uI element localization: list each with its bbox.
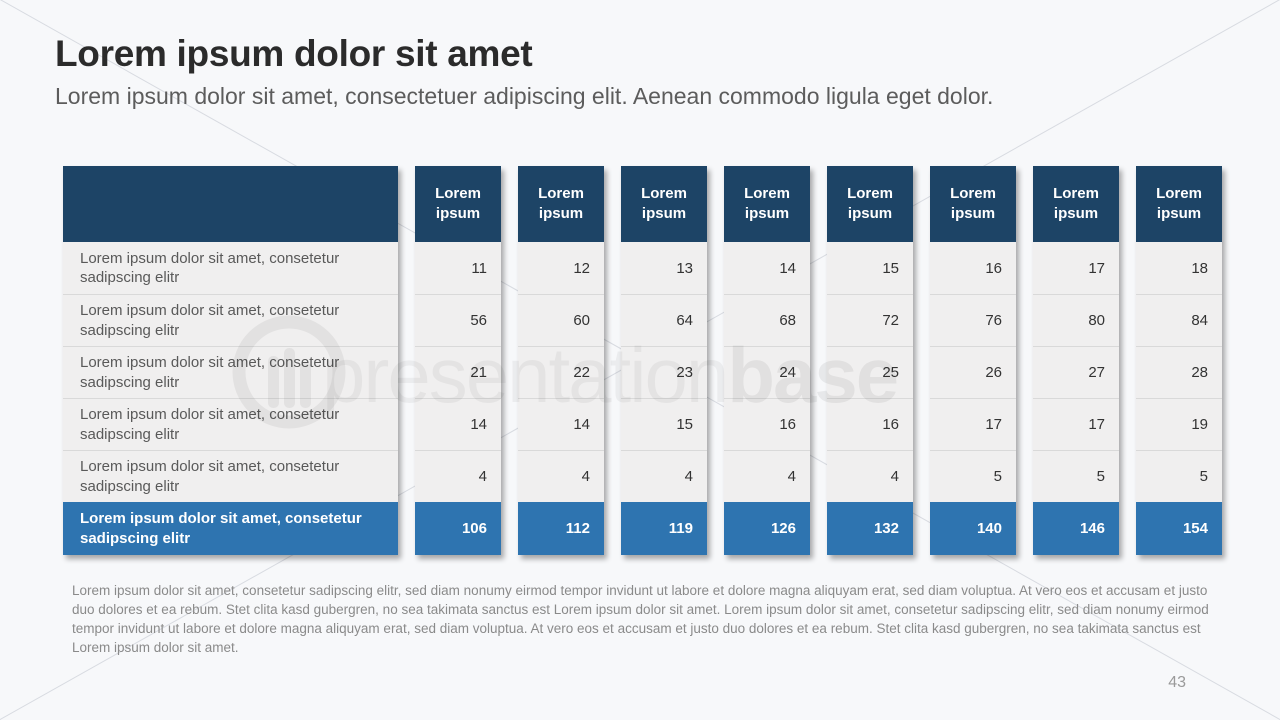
value-column: Lorem ipsum 13 64 23 15 4 119 (621, 166, 707, 555)
value-cell: 24 (724, 346, 810, 398)
total-value-cell: 146 (1033, 502, 1119, 555)
value-cell: 18 (1136, 242, 1222, 294)
row-label: Lorem ipsum dolor sit amet, consetetur s… (63, 242, 398, 294)
value-cell: 68 (724, 294, 810, 346)
total-value-cell: 132 (827, 502, 913, 555)
value-cell: 11 (415, 242, 501, 294)
value-cell: 15 (621, 398, 707, 450)
total-value-cell: 140 (930, 502, 1016, 555)
value-cell: 17 (1033, 398, 1119, 450)
value-cell: 16 (724, 398, 810, 450)
column-header: Lorem ipsum (621, 166, 707, 242)
page-subtitle: Lorem ipsum dolor sit amet, consectetuer… (55, 83, 994, 109)
value-cell: 4 (827, 450, 913, 502)
value-column: Lorem ipsum 14 68 24 16 4 126 (724, 166, 810, 555)
value-cell: 64 (621, 294, 707, 346)
value-column: Lorem ipsum 12 60 22 14 4 112 (518, 166, 604, 555)
value-cell: 60 (518, 294, 604, 346)
value-cell: 17 (1033, 242, 1119, 294)
value-column: Lorem ipsum 16 76 26 17 5 140 (930, 166, 1016, 555)
value-cell: 17 (930, 398, 1016, 450)
column-header: Lorem ipsum (1136, 166, 1222, 242)
value-cell: 14 (518, 398, 604, 450)
column-header: Lorem ipsum (415, 166, 501, 242)
value-column: Lorem ipsum 17 80 27 17 5 146 (1033, 166, 1119, 555)
column-header: Lorem ipsum (518, 166, 604, 242)
value-cell: 5 (1136, 450, 1222, 502)
value-cell: 28 (1136, 346, 1222, 398)
row-label-column: Lorem ipsum dolor sit amet, consetetur s… (63, 166, 398, 555)
value-cell: 4 (518, 450, 604, 502)
value-cell: 16 (827, 398, 913, 450)
column-header: Lorem ipsum (930, 166, 1016, 242)
total-value-cell: 126 (724, 502, 810, 555)
value-column: Lorem ipsum 18 84 28 19 5 154 (1136, 166, 1222, 555)
total-row-label: Lorem ipsum dolor sit amet, consetetur s… (63, 502, 398, 555)
value-cell: 16 (930, 242, 1016, 294)
page-number: 43 (1168, 674, 1186, 691)
value-cell: 56 (415, 294, 501, 346)
value-cell: 15 (827, 242, 913, 294)
total-value-cell: 154 (1136, 502, 1222, 555)
value-column: Lorem ipsum 15 72 25 16 4 132 (827, 166, 913, 555)
row-label: Lorem ipsum dolor sit amet, consetetur s… (63, 294, 398, 346)
value-cell: 4 (415, 450, 501, 502)
row-label: Lorem ipsum dolor sit amet, consetetur s… (63, 398, 398, 450)
total-value-cell: 119 (621, 502, 707, 555)
value-cell: 19 (1136, 398, 1222, 450)
value-cell: 12 (518, 242, 604, 294)
total-value-cell: 106 (415, 502, 501, 555)
value-cell: 26 (930, 346, 1016, 398)
value-cell: 4 (724, 450, 810, 502)
value-cell: 27 (1033, 346, 1119, 398)
value-cell: 5 (930, 450, 1016, 502)
total-value-cell: 112 (518, 502, 604, 555)
data-table: Lorem ipsum dolor sit amet, consetetur s… (63, 166, 1222, 555)
value-cell: 76 (930, 294, 1016, 346)
row-label: Lorem ipsum dolor sit amet, consetetur s… (63, 346, 398, 398)
column-header: Lorem ipsum (1033, 166, 1119, 242)
value-cell: 72 (827, 294, 913, 346)
value-cell: 84 (1136, 294, 1222, 346)
column-header: Lorem ipsum (827, 166, 913, 242)
value-cell: 5 (1033, 450, 1119, 502)
value-cell: 4 (621, 450, 707, 502)
page-title: Lorem ipsum dolor sit amet (55, 33, 533, 74)
value-column: Lorem ipsum 11 56 21 14 4 106 (415, 166, 501, 555)
value-cell: 14 (415, 398, 501, 450)
column-header: Lorem ipsum (724, 166, 810, 242)
footer-paragraph: Lorem ipsum dolor sit amet, consetetur s… (72, 583, 1209, 656)
row-label: Lorem ipsum dolor sit amet, consetetur s… (63, 450, 398, 502)
value-cell: 13 (621, 242, 707, 294)
value-cell: 80 (1033, 294, 1119, 346)
value-cell: 25 (827, 346, 913, 398)
value-cell: 14 (724, 242, 810, 294)
column-header-blank (63, 166, 398, 242)
value-cell: 22 (518, 346, 604, 398)
value-cell: 21 (415, 346, 501, 398)
value-cell: 23 (621, 346, 707, 398)
